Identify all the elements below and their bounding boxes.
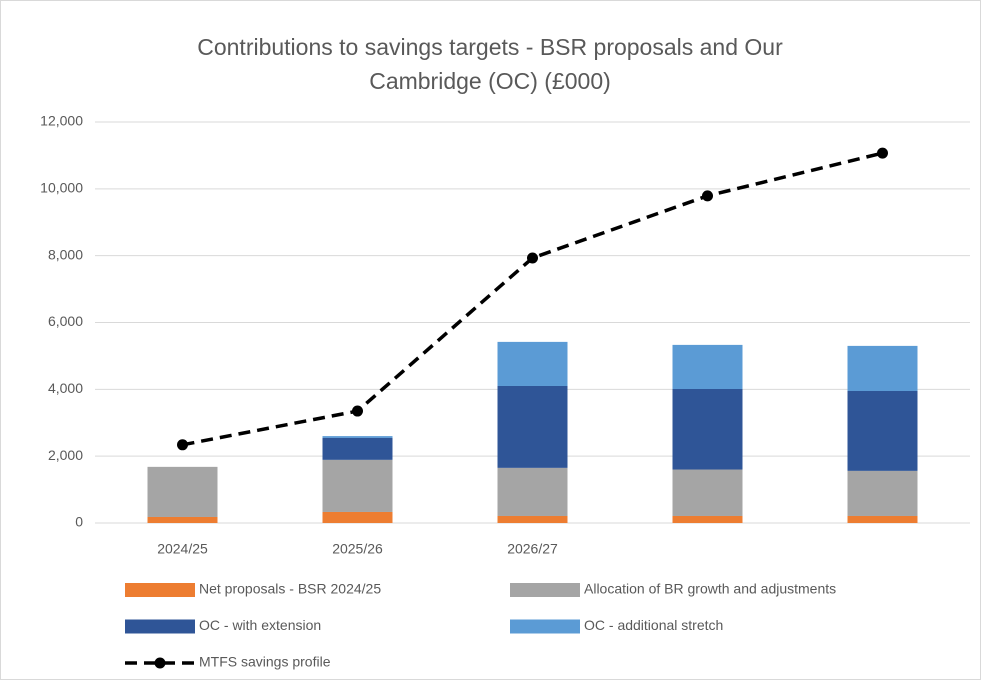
bar-segment [672, 515, 743, 523]
bar-segment [147, 466, 218, 517]
y-tick-label: 8,000 [48, 246, 83, 262]
bar-segment [322, 459, 393, 512]
x-tick-label: 2024/25 [157, 541, 208, 557]
legend-label: OC - additional stretch [584, 617, 723, 633]
y-tick-label: 0 [75, 514, 83, 530]
line-marker [702, 190, 713, 202]
bar-segment [847, 515, 918, 523]
bar-segment [322, 511, 393, 523]
legend-marker [154, 657, 166, 669]
bar-segment [847, 470, 918, 516]
x-tick-label: 2025/26 [332, 541, 383, 557]
bar-segment [672, 469, 743, 516]
y-tick-label: 4,000 [48, 380, 83, 396]
legend-label: MTFS savings profile [199, 654, 331, 670]
bar-segment [497, 515, 568, 523]
line-marker [352, 405, 363, 417]
y-tick-label: 12,000 [40, 113, 83, 129]
bar-segment [497, 385, 568, 468]
y-tick-label: 6,000 [48, 313, 83, 329]
legend-label: OC - with extension [199, 617, 321, 633]
line-marker [877, 147, 888, 159]
legend-swatch [125, 583, 195, 597]
bar-segment [847, 391, 918, 471]
legend-swatch [510, 619, 580, 634]
line-marker [177, 439, 188, 451]
chart-title: Contributions to savings targets - BSR p… [197, 34, 783, 94]
x-tick-label: 2026/27 [507, 541, 558, 557]
bar-segment [672, 344, 743, 389]
bar-segment [672, 388, 743, 470]
bar-segment [497, 341, 568, 386]
y-tick-label: 10,000 [40, 180, 83, 196]
legend-swatch [125, 619, 195, 634]
legend-label: Allocation of BR growth and adjustments [584, 581, 836, 597]
bar-segment [847, 345, 918, 392]
line-marker [527, 252, 538, 264]
bar-segment [322, 437, 393, 460]
legend-label: Net proposals - BSR 2024/25 [199, 581, 381, 597]
legend-swatch [510, 583, 580, 597]
bar-segment [497, 467, 568, 516]
bar-segment [322, 436, 393, 438]
y-tick-label: 2,000 [48, 447, 83, 463]
bar-segment [147, 516, 218, 523]
